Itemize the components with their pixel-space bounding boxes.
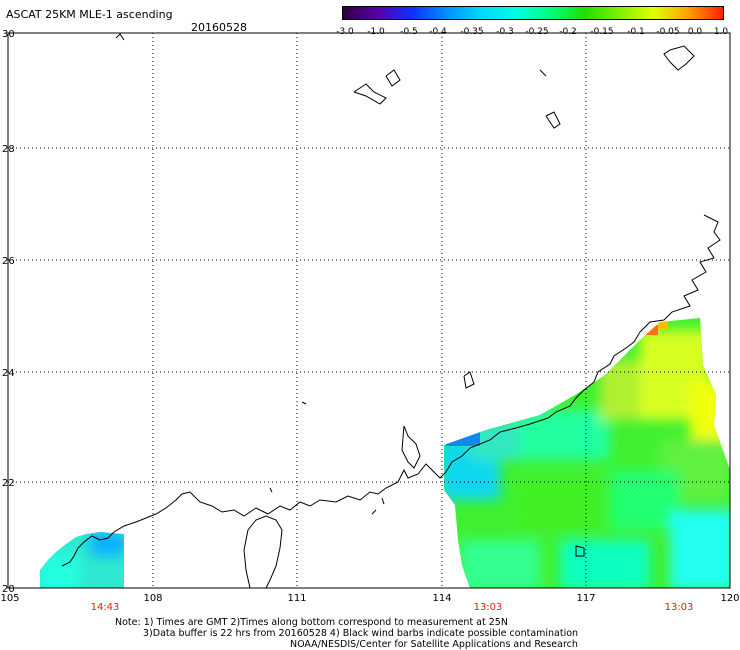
wind-swath-west <box>40 532 124 588</box>
colorbar-label: -3.0 <box>336 27 354 37</box>
pass-time-label: 13:03 <box>474 602 503 613</box>
pass-time-label: 14:43 <box>91 602 120 613</box>
lat-tick-label: 20 <box>2 584 15 595</box>
colorbar-label: 1.0 <box>713 27 729 37</box>
lat-tick-label: 24 <box>2 368 15 379</box>
lon-tick-labels: 105 108 111 114 117 120 <box>0 593 739 604</box>
note-line-3: NOAA/NESDIS/Center for Satellite Applica… <box>290 639 578 650</box>
note-line-2: 3)Data buffer is 22 hrs from 20160528 4)… <box>143 628 579 639</box>
lon-tick-label: 114 <box>432 593 451 604</box>
colorbar-label: -0.4 <box>429 27 447 37</box>
lon-tick-label: 105 <box>0 593 19 604</box>
figure-date: 20160528 <box>191 21 247 34</box>
colorbar-label: -0.2 <box>559 27 577 37</box>
lon-tick-label: 120 <box>720 593 739 604</box>
graticule <box>8 33 730 588</box>
lon-tick-label: 108 <box>143 593 162 604</box>
lat-tick-label: 30 <box>2 29 15 40</box>
lat-tick-label: 22 <box>2 478 15 489</box>
lon-tick-label: 111 <box>287 593 306 604</box>
lat-tick-label: 28 <box>2 144 15 155</box>
wind-swath-east <box>444 318 730 588</box>
colorbar-label: -1.0 <box>367 27 385 37</box>
colorbar-label: -0.15 <box>590 27 614 37</box>
figure-title: ASCAT 25KM MLE-1 ascending <box>6 8 173 21</box>
colorbar <box>342 6 724 20</box>
note-line-1: Note: 1) Times are GMT 2)Times along bot… <box>115 617 508 628</box>
pass-time-label: 13:03 <box>665 602 694 613</box>
colorbar-labels: -3.0 -1.0 -0.5 -0.4 -0.35 -0.3 -0.25 -0.… <box>330 27 740 39</box>
lat-tick-label: 26 <box>2 256 15 267</box>
colorbar-label: -0.35 <box>460 27 484 37</box>
colorbar-label: -0.05 <box>656 27 680 37</box>
colorbar-label: 0.0 <box>687 27 703 37</box>
colorbar-label: -0.1 <box>627 27 645 37</box>
colorbar-label: -0.5 <box>400 27 418 37</box>
pass-times: 14:43 13:03 13:03 <box>91 602 694 613</box>
lat-tick-labels: 30 28 26 24 22 20 <box>2 29 15 595</box>
colorbar-label: -0.3 <box>496 27 514 37</box>
colorbar-label: -0.25 <box>525 27 549 37</box>
coastline <box>61 33 721 589</box>
map-frame <box>7 32 731 589</box>
lon-tick-label: 117 <box>576 593 595 604</box>
